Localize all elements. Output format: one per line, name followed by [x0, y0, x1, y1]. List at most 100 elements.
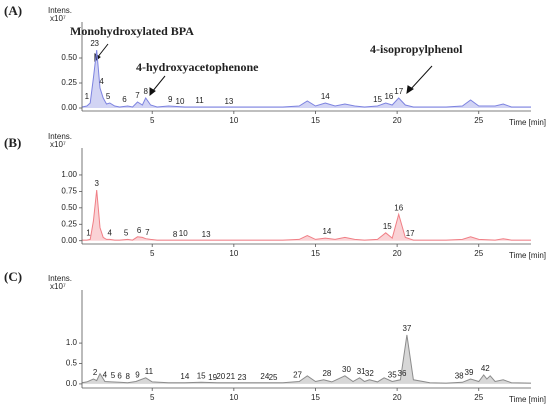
peak-label: 9 — [168, 95, 173, 104]
x-axis-label: Time [min] — [509, 118, 546, 127]
x-tick-label: 10 — [229, 393, 238, 402]
x-tick-label: 15 — [311, 393, 320, 402]
trace-area — [82, 50, 531, 108]
trace-line — [81, 49, 531, 108]
trace-line — [81, 334, 532, 384]
peak-label: 17 — [394, 87, 403, 96]
y-tick-label: 1.0 — [66, 338, 78, 347]
peak-label: 36 — [398, 369, 407, 378]
y-tick-label: 1.00 — [61, 170, 77, 179]
peak-label: 9 — [135, 371, 140, 380]
y-tick-label: 0.25 — [61, 78, 77, 87]
x-tick-label: 15 — [311, 116, 320, 125]
annotation: Monohydroxylated BPA — [70, 24, 194, 38]
y-tick-label: 0.00 — [61, 236, 77, 245]
peak-label: 37 — [402, 324, 411, 333]
peak-label: 10 — [176, 97, 185, 106]
peak-label: 11 — [195, 96, 204, 105]
peak-label: 7 — [135, 91, 140, 100]
peak-label: 24 — [260, 372, 269, 381]
x-tick-label: 20 — [393, 393, 402, 402]
peak-label: 42 — [481, 364, 490, 373]
peak-label: 8 — [125, 372, 130, 381]
peak-label: 8 — [173, 230, 178, 239]
y-tick-label: 0.5 — [66, 359, 78, 368]
peak-label: 15 — [373, 95, 382, 104]
x-tick-label: 5 — [150, 249, 155, 258]
peak-label: 14 — [321, 92, 330, 101]
peak-label: 1 — [86, 229, 91, 238]
peak-label: 13 — [224, 97, 233, 106]
peak-label: 2 — [90, 39, 95, 48]
y-axis-unit: x10⁷ — [50, 140, 66, 149]
x-tick-label: 5 — [150, 393, 155, 402]
peak-label: 19 — [208, 373, 217, 382]
peak-label: 3 — [94, 179, 99, 188]
peak-label: 1 — [85, 92, 90, 101]
peak-label: 38 — [455, 371, 464, 380]
peak-label: 5 — [111, 371, 116, 380]
y-tick-label: 0.50 — [61, 203, 77, 212]
x-tick-label: 25 — [474, 116, 483, 125]
x-tick-label: 25 — [474, 393, 483, 402]
arrow — [151, 75, 166, 93]
peak-label: 16 — [394, 204, 403, 213]
y-tick-label: 0.25 — [61, 219, 77, 228]
x-tick-label: 5 — [150, 116, 155, 125]
peak-label: 11 — [145, 367, 154, 376]
y-tick-label: 0.00 — [61, 103, 77, 112]
peak-label: 14 — [180, 372, 189, 381]
x-tick-label: 25 — [474, 249, 483, 258]
panel-label: (A) — [4, 3, 22, 18]
peak-label: 7 — [145, 228, 150, 237]
peak-label: 4 — [108, 229, 113, 238]
trace-area — [82, 334, 531, 384]
peak-label: 5 — [106, 92, 111, 101]
x-tick-label: 15 — [311, 249, 320, 258]
x-tick-label: 20 — [393, 249, 402, 258]
arrow — [96, 43, 109, 59]
peak-label: 23 — [238, 373, 247, 382]
peak-label: 6 — [137, 226, 142, 235]
y-tick-label: 0.50 — [61, 53, 77, 62]
peak-label: 2 — [93, 368, 98, 377]
peak-label: 15 — [383, 222, 392, 231]
x-tick-label: 10 — [229, 249, 238, 258]
peak-label: 14 — [322, 227, 331, 236]
y-axis-label: Intens. — [48, 6, 72, 15]
peak-label: 8 — [143, 87, 148, 96]
peak-label: 27 — [293, 371, 302, 380]
y-tick-label: 0.0 — [66, 379, 78, 388]
peak-label: 4 — [103, 371, 108, 380]
peak-label: 3 — [94, 39, 99, 48]
peak-label: 21 — [226, 372, 235, 381]
x-axis-label: Time [min] — [509, 251, 546, 260]
peak-label: 30 — [342, 365, 351, 374]
panel-label: (B) — [4, 135, 21, 150]
y-axis-unit: x10⁷ — [50, 14, 66, 23]
peak-label: 6 — [122, 95, 127, 104]
peak-label: 20 — [216, 372, 225, 381]
peak-label: 6 — [117, 371, 122, 380]
x-tick-label: 10 — [229, 116, 238, 125]
peak-label: 15 — [197, 371, 206, 380]
arrow-head — [149, 87, 156, 97]
annotation: 4-isopropylphenol — [370, 42, 463, 56]
arrow — [409, 65, 433, 91]
peak-label: 25 — [269, 373, 278, 382]
x-tick-label: 20 — [393, 116, 402, 125]
annotation: 4-hydroxyacetophenone — [136, 60, 259, 74]
y-axis-unit: x10⁷ — [50, 282, 66, 291]
peak-label: 5 — [124, 229, 129, 238]
y-axis-label: Intens. — [48, 132, 72, 141]
arrow-head — [406, 85, 414, 95]
peak-label: 39 — [465, 368, 474, 377]
y-axis-label: Intens. — [48, 274, 72, 283]
trace-line — [82, 190, 531, 241]
panel-label: (C) — [4, 269, 22, 284]
peak-label: 31 — [357, 367, 366, 376]
peak-label: 35 — [388, 371, 397, 380]
x-axis-label: Time [min] — [509, 395, 546, 404]
peak-label: 13 — [202, 230, 211, 239]
peak-label: 10 — [179, 229, 188, 238]
